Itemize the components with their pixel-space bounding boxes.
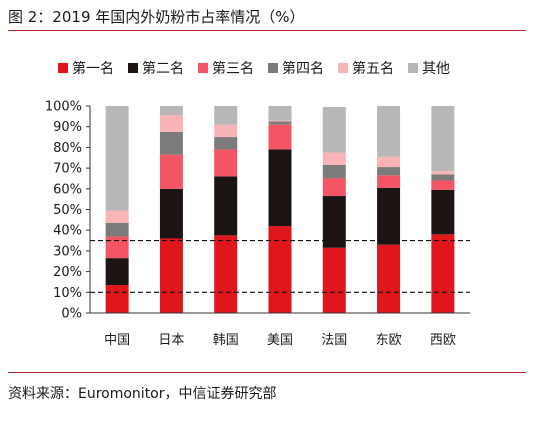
bar-segment [322, 247, 346, 313]
bar-segment [105, 258, 129, 286]
x-tick-label: 日本 [158, 333, 184, 348]
bar-segment [322, 107, 346, 153]
legend-swatch [128, 63, 138, 73]
legend-item: 第一名 [58, 58, 114, 78]
legend-swatch [408, 63, 418, 73]
title-divider [8, 30, 526, 31]
bar-segment [268, 226, 292, 313]
chart-legend: 第一名 第二名 第三名 第四名 第五名 其他 [58, 58, 464, 78]
bar-segment [159, 131, 183, 155]
bar-segment [431, 106, 455, 172]
x-tick-label: 中国 [104, 333, 130, 348]
x-tick-label: 美国 [267, 333, 293, 348]
bar-segment [431, 171, 455, 175]
legend-label: 第二名 [142, 61, 184, 77]
legend-item: 第二名 [128, 58, 184, 78]
legend-label: 其他 [422, 61, 450, 77]
legend-item: 第三名 [198, 58, 254, 78]
bar-segment [159, 238, 183, 313]
legend-swatch [198, 63, 208, 73]
x-tick-label: 法国 [321, 333, 347, 348]
legend-swatch [338, 63, 348, 73]
y-tick-label: 10% [53, 286, 82, 301]
bar-segment [159, 106, 183, 116]
bar-segment [377, 106, 401, 157]
legend-swatch [58, 63, 68, 73]
y-tick-label: 80% [53, 141, 82, 156]
bar-segment [377, 156, 401, 168]
bar-segment [431, 180, 455, 190]
bar-segment [431, 174, 455, 181]
bar-segment [105, 285, 129, 313]
bar-segment [377, 167, 401, 176]
x-tick-label: 西欧 [430, 333, 456, 348]
source-note: 资料来源：Euromonitor，中信证券研究部 [8, 386, 277, 402]
bar-segment [268, 121, 292, 125]
y-tick-label: 100% [45, 100, 82, 115]
bar-segment [377, 187, 401, 245]
bar-segment [214, 235, 238, 313]
legend-item: 其他 [408, 58, 450, 78]
bar-segment [159, 154, 183, 189]
legend-swatch [268, 63, 278, 73]
legend-item: 第五名 [338, 58, 394, 78]
legend-label: 第一名 [72, 61, 114, 77]
stacked-bar-chart: 0% 10% 20% 30% 40% 50% 60% 70% 80% 90% 100% 中国 日本 韩国 美… [45, 100, 470, 348]
bar-segment [268, 124, 292, 150]
y-tick-label: 70% [53, 162, 82, 177]
bar-segment [268, 120, 292, 122]
bar-segment [268, 149, 292, 227]
y-tick-label: 60% [53, 182, 82, 197]
bar-segment [159, 115, 183, 132]
bar-segment [214, 137, 238, 150]
y-tick-label: 0% [61, 307, 82, 322]
y-tick-label: 50% [53, 203, 82, 218]
y-tick-label: 20% [53, 265, 82, 280]
bar-segment [377, 244, 401, 313]
y-tick-label: 40% [53, 224, 82, 239]
figure-title: 图 2：2019 年国内外奶粉市占率情况（%） [8, 8, 305, 26]
bar-segment [322, 196, 346, 248]
bar-segment [322, 152, 346, 165]
x-tick-label: 东欧 [376, 333, 402, 348]
bar-segment [268, 106, 292, 121]
bar-segment [159, 188, 183, 239]
bar-segment [322, 178, 346, 197]
y-tick-label: 30% [53, 244, 82, 259]
bar-segment [377, 175, 401, 188]
bar-segment [105, 106, 129, 211]
bar-segment [322, 164, 346, 179]
bar-segment [214, 176, 238, 236]
bar-segment [431, 234, 455, 313]
bar-segment [214, 149, 238, 177]
bar-segment [214, 124, 238, 138]
legend-label: 第五名 [352, 61, 394, 77]
legend-label: 第三名 [212, 61, 254, 77]
bar-segment [105, 210, 129, 223]
bar-segment [431, 189, 455, 235]
y-tick-label: 90% [53, 120, 82, 135]
bar-segment [105, 236, 129, 259]
legend-label: 第四名 [282, 61, 324, 77]
bar-segment [214, 106, 238, 125]
legend-item: 第四名 [268, 58, 324, 78]
source-divider [8, 372, 526, 373]
x-tick-label: 韩国 [213, 333, 239, 348]
bar-segment [105, 222, 129, 237]
